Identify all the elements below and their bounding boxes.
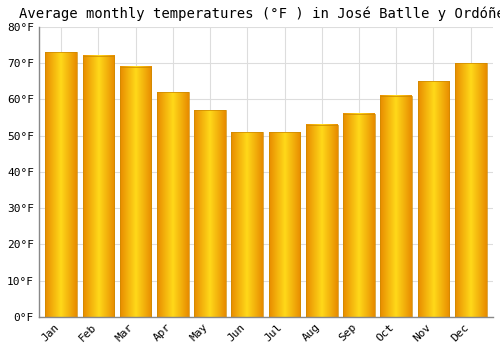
Title: Average monthly temperatures (°F ) in José Batlle y Ordóñez: Average monthly temperatures (°F ) in Jo… <box>19 7 500 21</box>
Bar <box>120 66 152 317</box>
Bar <box>418 81 450 317</box>
Bar <box>306 125 338 317</box>
Bar <box>157 92 188 317</box>
Bar <box>343 114 375 317</box>
Bar <box>82 56 114 317</box>
Bar <box>194 110 226 317</box>
Bar <box>455 63 486 317</box>
Bar <box>232 132 263 317</box>
Bar <box>268 132 300 317</box>
Bar <box>46 52 77 317</box>
Bar <box>380 96 412 317</box>
